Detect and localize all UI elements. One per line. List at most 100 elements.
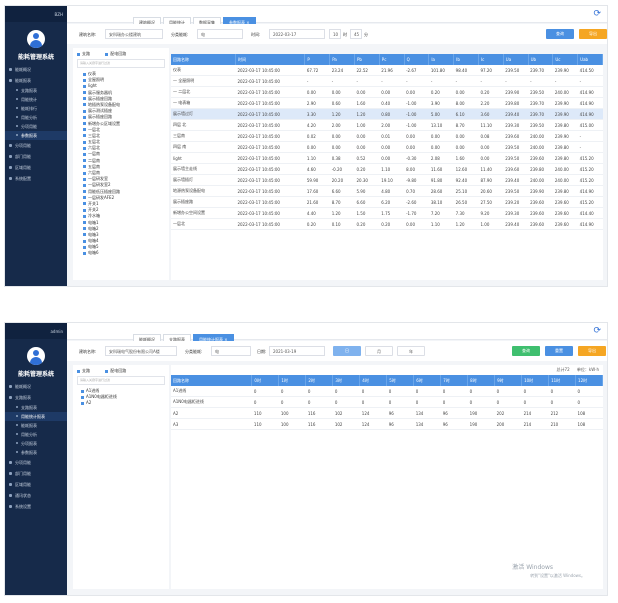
sidebar-item[interactable]: 支路报表 (5, 392, 67, 403)
table-row[interactable]: 仪表 2022-03-17 10:45:00 67.72 23.24 22.52 21.9… (171, 65, 603, 76)
tree-node[interactable]: light (83, 83, 169, 89)
sidebar-item[interactable]: 能耗概况 (5, 64, 67, 75)
column-header[interactable]: 10时 (521, 375, 550, 386)
node-checkbox[interactable] (83, 103, 86, 107)
node-checkbox[interactable] (83, 152, 86, 156)
sidebar-item[interactable]: 用能分析 (5, 113, 67, 122)
node-checkbox[interactable] (83, 196, 86, 200)
sidebar-item[interactable]: 分项用能 (5, 140, 67, 151)
node-checkbox[interactable] (83, 128, 86, 132)
tree-category-2[interactable]: 配电回路 (110, 368, 127, 373)
tree-category-1[interactable]: 支路 (82, 368, 90, 373)
tree-node[interactable]: 电箱3 (83, 232, 169, 238)
tree-node[interactable]: A1进线 (81, 388, 169, 394)
column-header[interactable]: Pa (329, 54, 355, 65)
node-checkbox[interactable] (83, 251, 86, 255)
node-checkbox[interactable] (83, 221, 86, 224)
table-row[interactable]: 四层 南 2022-03-17 10:45:00 0.00 0.00 0.00 0.00 0… (171, 141, 603, 153)
user-menu[interactable]: admin (50, 329, 63, 334)
column-header[interactable]: 11时 (548, 375, 577, 386)
column-header[interactable]: Pc (379, 54, 405, 65)
year-button[interactable]: 年 (397, 346, 425, 356)
type-select[interactable]: 电 (211, 346, 251, 356)
sidebar-item[interactable]: 用能统计报表 (5, 412, 67, 421)
sidebar-item[interactable]: 支路报表 (5, 86, 67, 95)
reset-button[interactable]: 重置 (545, 346, 573, 356)
node-checkbox[interactable] (83, 146, 86, 150)
node-checkbox[interactable] (83, 122, 86, 125)
refresh-icon[interactable]: ⟳ (593, 9, 601, 19)
table-row[interactable]: 一层北 2022-03-17 10:45:00 0.20 0.10 0.20 0.20 0.… (171, 218, 603, 230)
node-checkbox[interactable] (83, 202, 86, 206)
sidebar-item[interactable]: 分项报表 (5, 439, 67, 448)
sidebar-item[interactable]: 部门用能 (5, 468, 67, 479)
node-checkbox[interactable] (83, 115, 86, 119)
table-row[interactable]: A1N0电器柜进线 0 0 0 0 0 0 0 0 0 0 0 0 0 (171, 396, 603, 408)
sidebar-item[interactable]: 用能分析 (5, 430, 67, 439)
node-checkbox[interactable] (83, 91, 86, 95)
category-checkbox[interactable] (77, 52, 80, 56)
tree-node[interactable]: 六层北 (83, 145, 169, 151)
node-checkbox[interactable] (83, 140, 86, 144)
sidebar-item[interactable]: 分项用能 (5, 457, 67, 468)
tree-node[interactable]: 电箱4 (83, 238, 169, 244)
sidebar-item[interactable]: 能耗排行 (5, 104, 67, 113)
tree-category-1[interactable]: 支路 (82, 51, 90, 56)
date-input[interactable]: 2022-03-17 (269, 29, 325, 39)
node-checkbox[interactable] (83, 214, 86, 218)
table-row[interactable]: 展示插座路 2022-03-17 10:45:00 21.60 8.70 6.60 6.2… (171, 196, 603, 208)
sidebar-item[interactable]: 部门用能 (5, 151, 67, 162)
tree-node[interactable]: 电箱2 (83, 226, 169, 232)
column-header[interactable]: 5时 (386, 375, 415, 386)
sidebar-item[interactable]: 参数报表 (5, 448, 67, 457)
sidebar-item[interactable]: 能耗报表 (5, 421, 67, 430)
category-checkbox[interactable] (105, 369, 109, 373)
node-checkbox[interactable] (83, 239, 86, 243)
category-checkbox[interactable] (105, 52, 109, 56)
tree-category-2[interactable]: 配电回路 (110, 51, 127, 56)
column-header[interactable]: 8时 (467, 375, 496, 386)
node-checkbox[interactable] (83, 233, 86, 237)
column-header[interactable]: 时间 (235, 54, 306, 65)
node-checkbox[interactable] (83, 208, 86, 212)
node-checkbox[interactable] (83, 84, 86, 88)
tree-node[interactable]: 展示测试插座 (83, 108, 169, 114)
column-header[interactable]: 回路名称 (171, 375, 253, 386)
column-header[interactable]: Pb (354, 54, 380, 65)
column-header[interactable]: 0时 (251, 375, 280, 386)
tree-node[interactable]: A1N0电器柜进线 (81, 394, 169, 400)
table-row[interactable]: 四层 北 2022-03-17 10:45:00 4.20 2.00 1.00 2.00-… (171, 119, 603, 131)
column-header[interactable]: 回路名称 (171, 54, 236, 65)
minute-select[interactable]: 45 (350, 29, 362, 39)
column-header[interactable]: Ua (503, 54, 529, 65)
month-button[interactable]: 月 (365, 346, 393, 356)
tree-node[interactable]: 开关2 (83, 207, 169, 213)
node-checkbox[interactable] (83, 72, 86, 76)
building-select[interactable]: 安科瑞办公楼建筑 (105, 29, 163, 39)
tree-node[interactable]: 五层南 (83, 164, 169, 170)
column-header[interactable]: Ic (478, 54, 504, 65)
column-header[interactable]: Ia (428, 54, 455, 65)
sidebar-item[interactable]: 系统配置 (5, 173, 67, 184)
sidebar-item[interactable]: 支路报表 (5, 403, 67, 412)
node-checkbox[interactable] (81, 401, 84, 405)
query-button[interactable]: 查询 (512, 346, 540, 356)
sidebar-item[interactable]: 用能统计 (5, 95, 67, 104)
tree-node[interactable]: 仪表 (83, 71, 169, 77)
tree-node[interactable]: 一层南 (83, 151, 169, 157)
tree-search-input[interactable]: 请输入关键字进行过滤 (77, 376, 165, 385)
column-header[interactable]: Uab (577, 54, 603, 65)
table-row[interactable]: A2 110 100 116 102 124 96 134 96 190 202 214 212 108 (171, 407, 603, 419)
tree-node[interactable]: 展示服务器机 (83, 90, 169, 96)
node-checkbox[interactable] (83, 165, 86, 169)
tree-node[interactable]: 展示插座回路 (83, 114, 169, 120)
column-header[interactable]: 12时 (575, 375, 603, 386)
tree-node[interactable]: 三层北 (83, 133, 169, 139)
sidebar-item[interactable]: 通讯状态 (5, 490, 67, 501)
node-checkbox[interactable] (81, 389, 84, 393)
date-input[interactable]: 2021-03-19 (269, 346, 325, 356)
node-checkbox[interactable] (83, 177, 86, 181)
tree-node[interactable]: 一层研发AFE2 (83, 195, 169, 201)
node-checkbox[interactable] (83, 134, 86, 138)
node-checkbox[interactable] (83, 159, 86, 163)
